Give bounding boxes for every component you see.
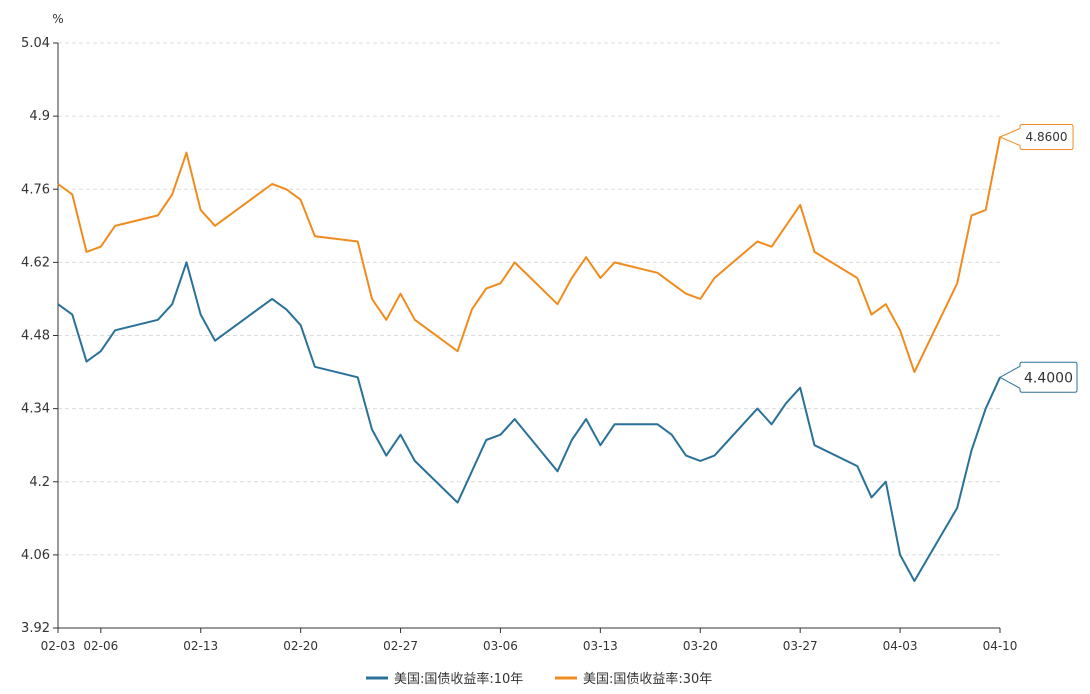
x-tick-label: 03-13 xyxy=(583,639,618,653)
x-tick-label: 02-27 xyxy=(383,639,418,653)
y-tick-label: 4.06 xyxy=(21,548,50,563)
legend-item-30y[interactable]: 美国:国债收益率:30年 xyxy=(555,671,712,687)
callout-box xyxy=(998,361,1078,393)
legend-label: 美国:国债收益率:30年 xyxy=(583,671,712,687)
legend[interactable]: 美国:国债收益率:10年 美国:国债收益率:30年 xyxy=(366,671,712,687)
end-value-callouts: 4.4000 4.8600 xyxy=(998,124,1078,393)
callout-value: 4.8600 xyxy=(1026,130,1068,144)
y-tick-label: 4.62 xyxy=(21,255,50,270)
y-tick-label: 4.48 xyxy=(21,329,50,344)
x-tick-label: 02-03 xyxy=(41,639,76,653)
x-tick-label: 03-27 xyxy=(783,639,818,653)
y-tick-label: 5.04 xyxy=(21,36,50,51)
legend-label: 美国:国债收益率:10年 xyxy=(394,671,523,687)
series-layer xyxy=(57,136,1001,582)
x-tick-label: 04-10 xyxy=(983,639,1018,653)
x-tick-label: 04-03 xyxy=(883,639,918,653)
callout-value: 4.4000 xyxy=(1024,370,1073,386)
y-tick-label: 4.2 xyxy=(29,475,50,490)
y-tick-label: 4.34 xyxy=(21,402,50,417)
callout-box xyxy=(998,124,1074,151)
y-tick-label: 4.9 xyxy=(29,109,50,124)
series-line-10y[interactable] xyxy=(57,261,1001,582)
axis-layer: % 5.04 4.9 4.76 4.62 4.48 4.34 4.2 4.06 3.92 02-0… xyxy=(21,12,1017,653)
x-tick-label: 03-06 xyxy=(483,639,518,653)
y-axis-unit-label: % xyxy=(52,12,63,26)
x-tick-label: 02-20 xyxy=(283,639,318,653)
y-tick-label: 3.92 xyxy=(21,621,50,636)
x-tick-label: 03-20 xyxy=(683,639,718,653)
end-value-callout: 4.8600 xyxy=(998,124,1074,151)
end-value-callout: 4.4000 xyxy=(998,361,1078,393)
y-tick-label: 4.76 xyxy=(21,182,50,197)
series-line-30y[interactable] xyxy=(57,136,1001,374)
x-tick-label: 02-13 xyxy=(183,639,218,653)
legend-item-10y[interactable]: 美国:国债收益率:10年 xyxy=(366,671,523,687)
grid-layer xyxy=(58,42,1000,556)
x-tick-label: 02-06 xyxy=(83,639,118,653)
